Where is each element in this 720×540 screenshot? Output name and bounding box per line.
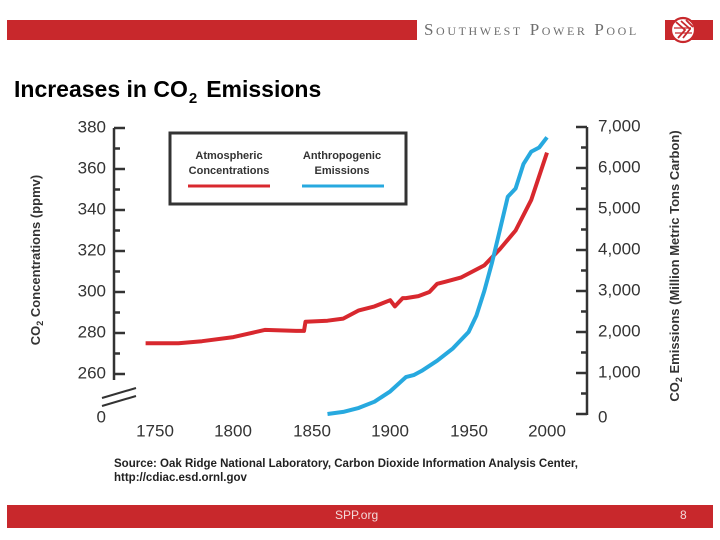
right-tick-labels: 7,000 6,000 5,000 4,000 3,000 2,000 1,00… — [598, 116, 641, 426]
x-tick-label: 1850 — [293, 421, 331, 440]
x-tick-label: 1950 — [450, 421, 488, 440]
legend-box — [168, 131, 408, 206]
right-tick-label: 6,000 — [598, 157, 641, 176]
right-tick-label: 5,000 — [598, 198, 641, 217]
left-axis-ticks — [112, 126, 125, 380]
legend-label: Concentrations — [189, 165, 270, 177]
right-tick-label: 1,000 — [598, 362, 641, 381]
left-tick-labels: 380 360 340 320 300 280 260 0 — [78, 117, 106, 426]
left-tick-label: 360 — [78, 158, 106, 177]
source-url: http://cdiac.esd.ornl.gov — [114, 472, 247, 484]
left-tick-label: 320 — [78, 240, 106, 259]
right-tick-label: 4,000 — [598, 239, 641, 258]
footer-site-link[interactable]: SPP.org — [335, 508, 379, 522]
left-axis-label: CO2 Concentrations (ppmv) — [28, 175, 45, 345]
legend-label: Emissions — [314, 165, 369, 177]
x-tick-label: 1900 — [371, 421, 409, 440]
emissions-line — [327, 136, 549, 416]
header-band — [417, 18, 665, 42]
left-tick-label: 340 — [78, 199, 106, 218]
x-tick-label: 1800 — [214, 421, 252, 440]
legend: Atmospheric Concentrations Anthropogenic… — [168, 131, 408, 206]
title-main: Increases in CO — [14, 76, 188, 102]
legend-label: Anthropogenic — [303, 150, 381, 162]
left-tick-label: 300 — [78, 281, 106, 300]
right-tick-label: 3,000 — [598, 280, 641, 299]
right-axis-ticks — [576, 125, 589, 416]
right-tick-label: 2,000 — [598, 321, 641, 340]
x-tick-label: 1750 — [136, 421, 174, 440]
co2-concentration-line — [145, 151, 549, 346]
axis-break — [101, 387, 137, 407]
source-note: Source: Oak Ridge National Laboratory, C… — [114, 457, 578, 485]
left-tick-label: 280 — [78, 322, 106, 341]
slide-title: Increases in CO2 Emissions — [14, 76, 322, 107]
right-tick-label: 7,000 — [598, 116, 641, 135]
left-tick-label: 380 — [78, 117, 106, 136]
spp-logo-icon — [669, 16, 697, 44]
title-subscript: 2 — [188, 90, 198, 107]
left-tick-label: 260 — [78, 363, 106, 382]
co2-chart: 380 360 340 320 300 280 260 0 7,000 6,00… — [28, 116, 684, 440]
title-rest: Emissions — [206, 76, 322, 102]
right-axis-label: CO2 Emissions (Million Metric Tons Carbo… — [667, 130, 684, 401]
footer-bar — [7, 505, 713, 528]
left-zero-label: 0 — [97, 407, 106, 426]
source-line: Source: Oak Ridge National Laboratory, C… — [114, 458, 578, 470]
legend-label: Atmospheric — [195, 150, 262, 162]
right-tick-label: 0 — [598, 407, 607, 426]
page-number: 8 — [680, 508, 687, 522]
org-name: Southwest Power Pool — [424, 20, 639, 39]
x-tick-labels: 1750 1800 1850 1900 1950 2000 — [136, 421, 566, 440]
x-tick-label: 2000 — [528, 421, 566, 440]
